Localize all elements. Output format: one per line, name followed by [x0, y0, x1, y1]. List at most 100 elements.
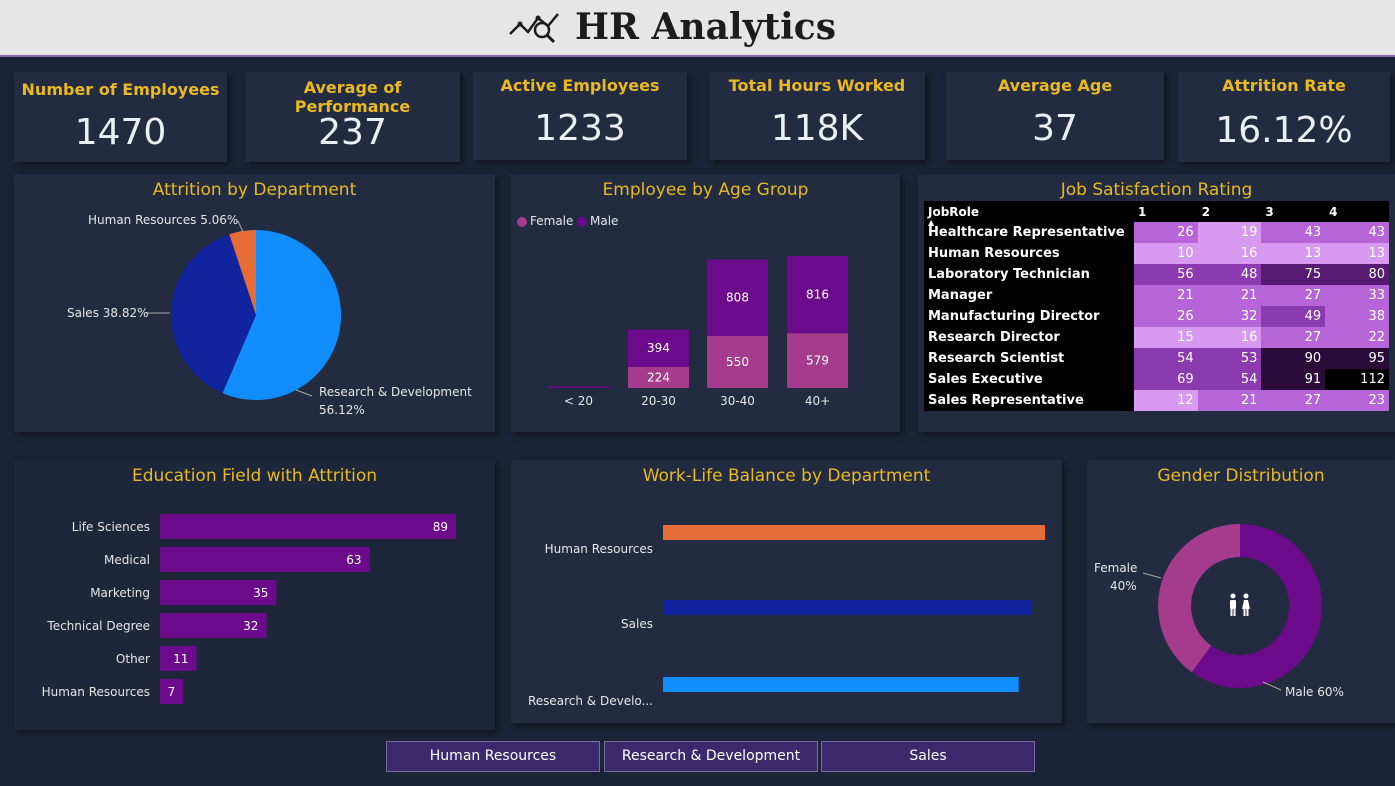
legend-female-dot	[517, 216, 527, 227]
column-header-4[interactable]: 4	[1329, 204, 1338, 219]
job-role-cell: Sales Representative	[928, 393, 1084, 408]
title-bar: HR Analytics	[0, 0, 1395, 57]
rating-cell: 38	[1325, 306, 1389, 327]
bar-life-sciences[interactable]	[160, 514, 456, 539]
column-header-2[interactable]: 2	[1201, 204, 1211, 219]
x-tick-label: 40+	[805, 394, 830, 408]
category-label: Life Sciences	[72, 520, 150, 534]
kpi-card-total-hours-worked: Total Hours Worked 118K	[709, 72, 925, 160]
data-label-female: 550	[726, 355, 749, 369]
data-label: 11	[173, 652, 188, 666]
table-row[interactable]: Laboratory Technician 56 48 75 80	[924, 264, 1389, 285]
bar-female-40[interactable]	[787, 333, 848, 388]
donut-slice-female[interactable]	[1158, 524, 1240, 673]
bar-other[interactable]	[160, 646, 197, 671]
rating-cell: 21	[1197, 390, 1262, 411]
data-label: 63	[346, 553, 361, 567]
data-label-male: 394	[647, 341, 670, 355]
attrition-by-department-panel: Attrition by Department Human Resources …	[14, 174, 495, 432]
table-row[interactable]: Sales Representative 12 21 27 23	[924, 390, 1389, 411]
rating-cell: 10	[1133, 243, 1198, 264]
job-role-cell: Research Director	[928, 330, 1060, 345]
column-header-jobrole[interactable]: JobRole ▲	[924, 201, 1134, 228]
work-life-balance-panel: Work-Life Balance by Department Human Re…	[511, 460, 1062, 723]
table-row[interactable]: Research Scientist 54 53 90 95	[924, 348, 1389, 369]
kpi-value: 37	[1032, 108, 1078, 149]
rating-cell: 69	[1133, 369, 1198, 390]
job-role-cell: Human Resources	[928, 246, 1060, 261]
age-group-stacked-bar-chart: < 20 224 394 20-30 550 808 30-40 579 816 40+	[548, 256, 848, 408]
rating-cell: 26	[1133, 222, 1198, 243]
rating-cell: 56	[1133, 264, 1198, 285]
pie-slice-human-resources[interactable]	[229, 230, 256, 315]
table-row[interactable]: Human Resources 10 16 13 13	[924, 243, 1389, 264]
rating-cell: 27	[1261, 285, 1326, 306]
rating-cell: 33	[1325, 285, 1389, 306]
category-label: Sales	[621, 617, 653, 631]
data-label: 32	[243, 619, 258, 633]
bar-male-40[interactable]	[787, 256, 848, 334]
pie-label-hr: Human Resources 5.06%	[88, 213, 239, 227]
table-row[interactable]: Healthcare Representative 26 19 43 43	[924, 222, 1389, 243]
legend-male-dot	[577, 216, 587, 227]
rating-cell: 23	[1325, 390, 1389, 411]
job-satisfaction-panel: Job Satisfaction Rating JobRole ▲ 1 2 3 …	[918, 174, 1395, 432]
data-label-female: 224	[647, 370, 670, 384]
bar-sales[interactable]	[663, 600, 1032, 615]
kpi-card-average-performance: Average of Performance 237	[245, 72, 460, 162]
table-row[interactable]: Research Director 15 16 27 22	[924, 327, 1389, 348]
slicer-button-human-resources[interactable]: Human Resources	[386, 741, 600, 772]
sort-ascending-icon: ▲	[928, 218, 935, 227]
pie-slice-research-development[interactable]	[222, 229, 342, 400]
kpi-label: Active Employees	[500, 76, 660, 95]
donut-slice-male[interactable]	[1191, 524, 1323, 688]
panel-title: Attrition by Department	[152, 180, 357, 200]
table-row[interactable]: Manager 21 21 27 33	[924, 285, 1389, 306]
bar-research-develo[interactable]	[663, 677, 1019, 692]
rating-cell: 54	[1133, 348, 1198, 369]
job-role-cell: Healthcare Representative	[928, 225, 1125, 240]
table-row[interactable]: Manufacturing Director 26 32 49 38	[924, 306, 1389, 327]
bar-medical[interactable]	[160, 547, 370, 572]
bar-technical-degree[interactable]	[160, 613, 267, 638]
kpi-label: Number of Employees	[21, 80, 220, 99]
kpi-value: 237	[318, 112, 387, 153]
rating-cell: 75	[1261, 264, 1326, 285]
pie-slice-sales[interactable]	[171, 234, 256, 394]
pie-label-sales: Sales 38.82%	[67, 306, 149, 320]
category-label: Medical	[104, 553, 150, 567]
column-header-3[interactable]: 3	[1265, 204, 1274, 219]
bar-female-20-30[interactable]	[628, 366, 689, 388]
data-label: 89	[433, 520, 448, 534]
slicer-button-research-development[interactable]: Research & Development	[604, 741, 818, 772]
category-label: Research & Develo...	[528, 694, 653, 708]
kpi-card-attrition-rate: Attrition Rate 16.12%	[1178, 72, 1390, 162]
rating-cell: 16	[1197, 327, 1262, 348]
attrition-pie-chart	[146, 220, 342, 400]
rating-cell: 21	[1133, 285, 1198, 306]
bar-female-30-40[interactable]	[707, 335, 768, 388]
rating-cell: 95	[1325, 348, 1389, 369]
panel-title: Work-Life Balance by Department	[642, 466, 931, 486]
gender-label-female: Female	[1094, 561, 1138, 575]
kpi-value: 1470	[74, 112, 167, 153]
gender-label-male: Male 60%	[1285, 685, 1344, 699]
table-row[interactable]: Sales Executive 69 54 91 112	[924, 369, 1389, 390]
bar-male-30-40[interactable]	[707, 259, 768, 336]
category-label: Human Resources	[545, 542, 653, 556]
analytics-chart-icon	[509, 13, 559, 44]
age-group-panel: Employee by Age Group Female Male < 20 22…	[511, 174, 900, 432]
x-tick-label: 20-30	[641, 394, 676, 408]
rating-cell: 32	[1197, 306, 1262, 327]
rating-cell: 43	[1325, 222, 1389, 243]
slicer-button-sales[interactable]: Sales	[821, 741, 1035, 772]
bar-human-resources[interactable]	[160, 679, 184, 704]
bar-male-20[interactable]	[548, 386, 609, 389]
column-header-1[interactable]: 1	[1137, 204, 1147, 219]
bar-male-20-30[interactable]	[628, 329, 689, 367]
job-role-cell: Manufacturing Director	[928, 309, 1100, 324]
bar-human-resources[interactable]	[663, 525, 1045, 540]
legend-female-label: Female	[530, 214, 574, 228]
kpi-card-number-of-employees: Number of Employees 1470	[14, 72, 227, 162]
bar-marketing[interactable]	[160, 580, 277, 605]
